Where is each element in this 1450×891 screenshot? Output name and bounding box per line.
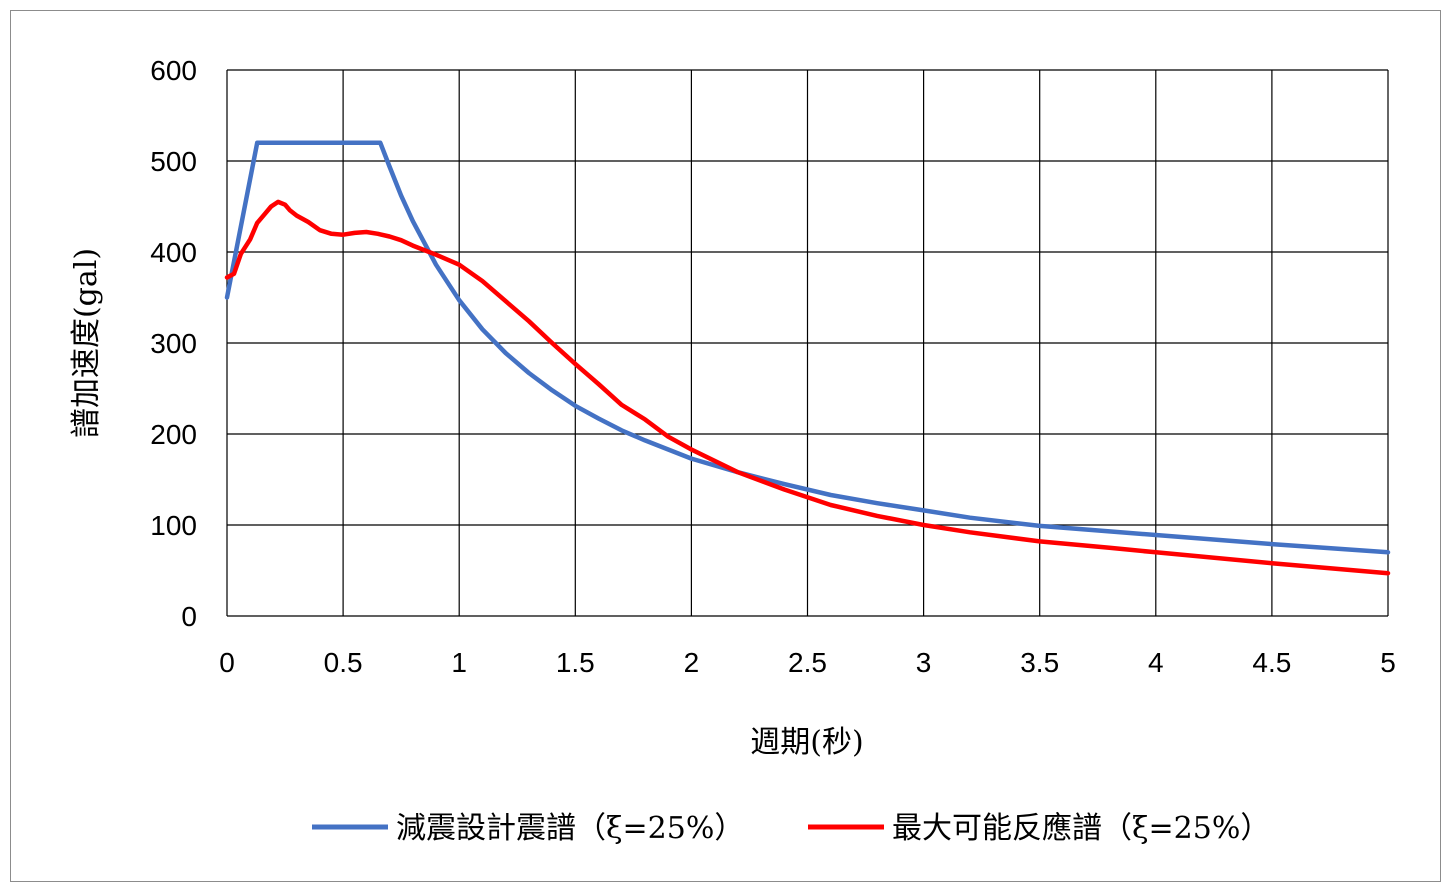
x-tick-label: 1 xyxy=(451,647,467,678)
series-layer xyxy=(224,140,1391,576)
y-tick-label: 600 xyxy=(150,55,197,86)
series-line-2 xyxy=(224,199,1391,576)
series-line-1 xyxy=(224,140,1391,555)
y-tick-label: 400 xyxy=(150,237,197,268)
x-tick-label: 2.5 xyxy=(788,647,827,678)
y-axis-title: 譜加速度(gal) xyxy=(69,248,104,438)
y-tick-label: 0 xyxy=(181,601,197,632)
x-tick-label: 0 xyxy=(219,647,235,678)
legend-label-series-1: 減震設計震譜（ξ=25%） xyxy=(396,811,744,846)
y-tick-label: 500 xyxy=(150,146,197,177)
x-tick-label: 3 xyxy=(916,647,932,678)
x-tick-label: 2 xyxy=(684,647,700,678)
y-tick-label: 300 xyxy=(150,328,197,359)
tick-layer: 0 100 200 300 400 500 600 0 0.5 1 1.5 2 2.5 3 3.5 4 4.5 5 xyxy=(150,55,1396,678)
legend: 減震設計震譜（ξ=25%） 最大可能反應譜（ξ=25%） xyxy=(312,811,1270,846)
x-axis-title: 週期(秒) xyxy=(750,725,863,760)
x-tick-label: 3.5 xyxy=(1020,647,1059,678)
x-tick-label: 5 xyxy=(1380,647,1396,678)
x-tick-label: 0.5 xyxy=(324,647,363,678)
chart-frame xyxy=(10,10,1441,882)
legend-label-series-2: 最大可能反應譜（ξ=25%） xyxy=(892,811,1270,846)
y-tick-label: 100 xyxy=(150,510,197,541)
x-tick-label: 4 xyxy=(1148,647,1164,678)
x-tick-label: 4.5 xyxy=(1252,647,1291,678)
grid-layer xyxy=(226,69,1389,617)
x-tick-label: 1.5 xyxy=(556,647,595,678)
y-tick-label: 200 xyxy=(150,419,197,450)
